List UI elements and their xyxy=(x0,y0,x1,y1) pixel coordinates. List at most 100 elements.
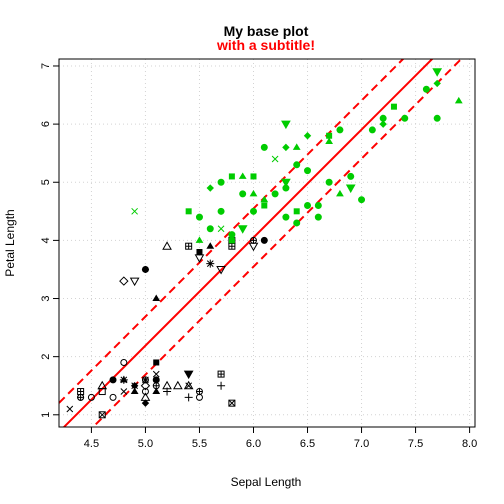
data-point xyxy=(228,173,235,180)
data-point xyxy=(358,196,366,204)
data-point xyxy=(162,241,172,250)
point-circle xyxy=(141,388,149,396)
point-filled-triangle xyxy=(249,189,258,197)
data-point xyxy=(250,173,257,180)
data-point xyxy=(281,178,291,188)
x-tick-label: 6.5 xyxy=(300,438,315,450)
data-point xyxy=(237,225,248,234)
data-point xyxy=(152,382,160,390)
data-point xyxy=(239,190,247,198)
point-filled-square xyxy=(185,208,192,215)
y-tick-label: 5 xyxy=(40,179,52,185)
point-cross xyxy=(217,225,225,233)
point-filled-circle xyxy=(314,213,322,221)
point-filled-circle xyxy=(141,265,149,273)
data-point xyxy=(163,387,172,396)
data-point xyxy=(216,265,226,275)
point-filled-triangle xyxy=(152,387,161,395)
x-tick-label: 7.0 xyxy=(354,438,369,450)
data-point xyxy=(281,120,291,130)
point-filled-square xyxy=(261,202,268,209)
y-tick-label: 7 xyxy=(40,63,52,69)
point-filled-circle xyxy=(433,114,441,122)
point-filled-circle xyxy=(217,178,225,186)
data-point xyxy=(185,382,193,390)
point-filled-circle xyxy=(336,126,344,134)
point-cross xyxy=(271,155,279,163)
data-point xyxy=(206,225,214,233)
x-tick-label: 4.5 xyxy=(84,438,99,450)
data-point xyxy=(303,132,312,140)
data-point xyxy=(379,120,387,128)
data-point xyxy=(140,381,151,391)
point-triangle xyxy=(172,380,183,390)
y-axis: 1 2 3 4 5 6 7 xyxy=(40,63,59,418)
point-cross xyxy=(142,376,149,384)
point-filled-triangle xyxy=(260,195,269,203)
point-cross xyxy=(152,370,160,378)
data-point xyxy=(77,388,85,396)
chart-title: My base plot xyxy=(224,23,309,39)
data-point xyxy=(304,202,312,210)
data-point xyxy=(433,79,441,88)
point-filled-circle xyxy=(347,172,355,180)
data-point xyxy=(217,178,225,186)
data-point xyxy=(347,172,355,180)
point-filled-circle xyxy=(422,85,430,93)
data-point xyxy=(153,359,160,366)
chart-subtitle: with a subtitle! xyxy=(216,37,315,53)
point-filled-square xyxy=(326,132,333,139)
point-cross xyxy=(98,411,106,419)
point-star xyxy=(119,375,128,384)
data-point xyxy=(326,132,333,139)
point-filled-down-triangle xyxy=(432,68,443,77)
data-point xyxy=(282,143,290,152)
point-cross xyxy=(66,405,74,413)
point-filled-diamond xyxy=(433,79,441,88)
data-point xyxy=(282,213,290,221)
data-point xyxy=(261,202,268,209)
data-point xyxy=(293,161,301,169)
data-point xyxy=(260,236,268,244)
data-point xyxy=(228,242,236,250)
x-tick-label: 5.5 xyxy=(192,438,207,450)
point-circle xyxy=(195,393,203,401)
y-tick-label: 6 xyxy=(40,121,52,127)
data-point xyxy=(292,143,301,150)
point-circle xyxy=(109,393,117,401)
data-point xyxy=(249,207,257,215)
point-plus xyxy=(185,243,192,250)
data-point xyxy=(119,276,129,286)
grid-lines xyxy=(59,59,475,427)
data-point xyxy=(131,207,138,215)
data-point xyxy=(131,382,138,390)
point-plus xyxy=(77,394,84,401)
point-filled-circle xyxy=(401,114,409,122)
data-point xyxy=(401,114,409,122)
data-point xyxy=(109,376,117,384)
point-down-triangle xyxy=(248,242,259,252)
point-star xyxy=(206,259,215,268)
point-filled-circle xyxy=(325,178,333,186)
data-point xyxy=(195,236,204,243)
data-point xyxy=(109,393,117,401)
point-filled-square xyxy=(153,359,160,366)
point-filled-square xyxy=(250,173,257,180)
point-square xyxy=(228,399,236,407)
point-filled-down-triangle xyxy=(281,178,291,188)
upper-confidence-line xyxy=(59,59,405,404)
point-filled-circle xyxy=(282,213,290,221)
data-point xyxy=(195,388,203,396)
point-square xyxy=(98,411,106,419)
point-triangle xyxy=(162,241,172,250)
data-point xyxy=(98,411,106,419)
data-point xyxy=(97,380,108,390)
point-filled-triangle xyxy=(454,96,463,104)
point-filled-circle xyxy=(239,190,247,198)
data-point xyxy=(260,143,268,151)
point-filled-down-triangle xyxy=(183,370,194,380)
point-filled-circle xyxy=(271,190,279,198)
data-points xyxy=(66,68,463,419)
point-filled-circle xyxy=(228,231,236,239)
